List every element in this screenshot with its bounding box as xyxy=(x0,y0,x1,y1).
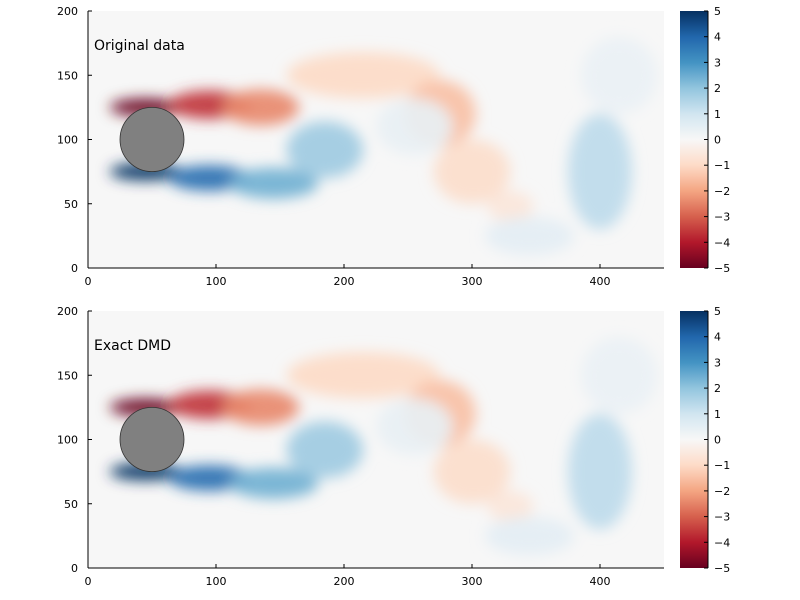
vorticity-field xyxy=(109,36,658,256)
colorbar-tick-label: 4 xyxy=(714,331,721,344)
vortex-blob xyxy=(228,467,319,499)
vortex-blob xyxy=(376,398,453,455)
vortex-blob xyxy=(286,121,364,179)
vortex-blob xyxy=(568,113,632,230)
x-tick-label: 0 xyxy=(85,275,92,288)
colorbar-tick-label: −2 xyxy=(714,185,730,198)
colorbar-tick-label: 2 xyxy=(714,82,721,95)
colorbar-tick-label: 0 xyxy=(714,134,721,147)
y-tick-label: 200 xyxy=(57,5,78,18)
vortex-blob xyxy=(376,98,453,155)
colorbar-tick-label: −4 xyxy=(714,536,730,549)
colorbar-tick-label: 2 xyxy=(714,382,721,395)
vortex-blob xyxy=(487,490,534,522)
vortex-blob xyxy=(580,36,658,114)
colorbar-tick-label: −3 xyxy=(714,211,730,224)
colorbar-tick-label: −5 xyxy=(714,562,730,575)
vortex-blob xyxy=(286,52,441,99)
y-tick-label: 200 xyxy=(57,305,78,318)
colorbar-tick-label: 3 xyxy=(714,356,721,369)
vortex-blob xyxy=(286,421,364,479)
x-tick-label: 100 xyxy=(206,275,227,288)
x-tick-label: 300 xyxy=(462,575,483,588)
cylinder-obstacle xyxy=(119,106,185,173)
panel-annotation: Original data xyxy=(94,38,185,54)
colorbar-tick-label: −1 xyxy=(714,459,730,472)
colorbar-tick-label: 5 xyxy=(714,5,721,18)
x-tick-label: 200 xyxy=(334,575,355,588)
vortex-blob xyxy=(484,516,575,556)
x-tick-label: 200 xyxy=(334,275,355,288)
vortex-blob xyxy=(580,336,658,414)
y-tick-label: 50 xyxy=(64,198,78,211)
plot-panel-1: 0 100 200 300 400 0 50 100 150 200 Original data 5 4… xyxy=(57,5,730,288)
colorbar-tick-label: 1 xyxy=(714,108,721,121)
y-tick-label: 0 xyxy=(71,562,78,575)
y-tick-label: 100 xyxy=(57,434,78,447)
vortex-blob xyxy=(433,139,511,204)
vortex-blob xyxy=(286,352,441,399)
x-tick-label: 400 xyxy=(590,575,611,588)
vortex-blob xyxy=(484,216,575,256)
colorbar-tick-label: −3 xyxy=(714,511,730,524)
vorticity-field xyxy=(109,336,658,556)
colorbar-tick-label: −2 xyxy=(714,485,730,498)
x-tick-label: 0 xyxy=(85,575,92,588)
vortex-blob xyxy=(222,389,300,426)
colorbar-tick-label: −5 xyxy=(714,262,730,275)
colorbar-tick-label: 5 xyxy=(714,305,721,318)
vortex-blob xyxy=(222,89,300,126)
plot-panel-2: 0 100 200 300 400 0 50 100 150 200 Exact DMD 5 4 3 2 1 0… xyxy=(57,305,730,588)
x-tick-label: 400 xyxy=(590,275,611,288)
x-tick-label: 300 xyxy=(462,275,483,288)
colorbar-tick-label: 4 xyxy=(714,31,721,44)
colorbar-tick-label: 0 xyxy=(714,434,721,447)
vortex-blob xyxy=(433,439,511,504)
vortex-blob xyxy=(487,190,534,222)
colorbar-tick-label: 3 xyxy=(714,56,721,69)
colorbar-tick-label: −4 xyxy=(714,236,730,249)
vortex-blob xyxy=(228,167,319,199)
cylinder-obstacle xyxy=(119,406,185,473)
colorbar-tick-label: −1 xyxy=(714,159,730,172)
y-tick-label: 50 xyxy=(64,498,78,511)
x-tick-label: 100 xyxy=(206,575,227,588)
panel-annotation: Exact DMD xyxy=(94,338,171,354)
y-tick-label: 150 xyxy=(57,369,78,382)
colorbar xyxy=(680,11,708,268)
colorbar-tick-label: 1 xyxy=(714,408,721,421)
y-tick-label: 0 xyxy=(71,262,78,275)
vortex-blob xyxy=(568,413,632,530)
y-tick-label: 100 xyxy=(57,134,78,147)
colorbar xyxy=(680,311,708,568)
y-tick-label: 150 xyxy=(57,69,78,82)
